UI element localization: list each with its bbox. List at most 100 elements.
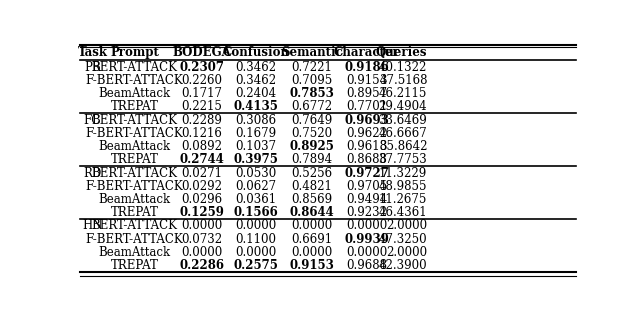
Text: 0.1679: 0.1679 (236, 127, 276, 140)
Text: 0.8925: 0.8925 (290, 140, 335, 153)
Text: 0.2307: 0.2307 (179, 61, 224, 74)
Text: 0.3462: 0.3462 (236, 61, 276, 74)
Text: F-BERT-ATTACK: F-BERT-ATTACK (86, 233, 184, 246)
Text: 0.0627: 0.0627 (236, 180, 276, 193)
Text: 0.9727: 0.9727 (344, 167, 389, 180)
Text: 46.2115: 46.2115 (379, 87, 428, 100)
Text: 0.7701: 0.7701 (346, 100, 387, 114)
Text: 33.6469: 33.6469 (378, 114, 428, 127)
Text: BERT-ATTACK: BERT-ATTACK (92, 219, 177, 232)
Text: 0.0000: 0.0000 (291, 219, 333, 232)
Text: 40.1322: 40.1322 (379, 61, 428, 74)
Text: Confusion: Confusion (223, 45, 289, 59)
Text: BODEGA: BODEGA (172, 45, 231, 59)
Text: F-BERT-ATTACK: F-BERT-ATTACK (86, 74, 184, 87)
Text: 0.8688: 0.8688 (346, 153, 387, 166)
Text: 0.8957: 0.8957 (346, 87, 387, 100)
Text: BeamAttack: BeamAttack (99, 246, 171, 259)
Text: 0.6772: 0.6772 (292, 100, 333, 114)
Text: 0.9186: 0.9186 (344, 61, 389, 74)
Text: 0.9693: 0.9693 (344, 114, 389, 127)
Text: 48.9855: 48.9855 (379, 180, 428, 193)
Text: TREPAT: TREPAT (111, 100, 159, 114)
Text: 0.4135: 0.4135 (234, 100, 278, 114)
Text: 2.0000: 2.0000 (386, 246, 428, 259)
Text: Character: Character (334, 45, 399, 59)
Text: 0.9232: 0.9232 (346, 206, 387, 219)
Text: TREPAT: TREPAT (111, 153, 159, 166)
Text: HN: HN (82, 219, 102, 232)
Text: 0.3462: 0.3462 (236, 74, 276, 87)
Text: F-BERT-ATTACK: F-BERT-ATTACK (86, 127, 184, 140)
Text: 0.9153: 0.9153 (290, 259, 335, 272)
Text: 0.2575: 0.2575 (234, 259, 278, 272)
Text: 0.1037: 0.1037 (236, 140, 276, 153)
Text: 0.1100: 0.1100 (236, 233, 276, 246)
Text: 37.5168: 37.5168 (379, 74, 428, 87)
Text: Task: Task (77, 45, 108, 59)
Text: 0.8644: 0.8644 (290, 206, 335, 219)
Text: RD: RD (83, 167, 102, 180)
Text: 0.7853: 0.7853 (290, 87, 335, 100)
Text: 0.0000: 0.0000 (346, 246, 387, 259)
Text: 0.8569: 0.8569 (292, 193, 333, 206)
Text: 0.2286: 0.2286 (179, 259, 224, 272)
Text: 46.6667: 46.6667 (378, 127, 428, 140)
Text: 0.2744: 0.2744 (179, 153, 224, 166)
Text: 0.3086: 0.3086 (236, 114, 276, 127)
Text: 42.3900: 42.3900 (379, 259, 428, 272)
Text: 35.8642: 35.8642 (379, 140, 428, 153)
Text: FC: FC (84, 114, 101, 127)
Text: 0.0000: 0.0000 (291, 246, 333, 259)
Text: 11.3229: 11.3229 (379, 167, 428, 180)
Text: 0.0000: 0.0000 (181, 246, 222, 259)
Text: 0.6691: 0.6691 (292, 233, 333, 246)
Text: 0.9154: 0.9154 (346, 74, 387, 87)
Text: 0.7221: 0.7221 (292, 61, 333, 74)
Text: 0.0296: 0.0296 (181, 193, 222, 206)
Text: 0.0271: 0.0271 (181, 167, 222, 180)
Text: 0.1717: 0.1717 (181, 87, 222, 100)
Text: 46.4361: 46.4361 (379, 206, 428, 219)
Text: 11.2675: 11.2675 (379, 193, 428, 206)
Text: 0.0292: 0.0292 (181, 180, 222, 193)
Text: 0.2215: 0.2215 (181, 100, 222, 114)
Text: 0.5256: 0.5256 (292, 167, 333, 180)
Text: Prompt: Prompt (110, 45, 159, 59)
Text: 47.3250: 47.3250 (379, 233, 428, 246)
Text: 0.0000: 0.0000 (236, 219, 276, 232)
Text: 0.0892: 0.0892 (181, 140, 222, 153)
Text: BeamAttack: BeamAttack (99, 87, 171, 100)
Text: 29.4904: 29.4904 (379, 100, 428, 114)
Text: 0.0732: 0.0732 (181, 233, 222, 246)
Text: 0.1566: 0.1566 (234, 206, 278, 219)
Text: F-BERT-ATTACK: F-BERT-ATTACK (86, 180, 184, 193)
Text: 0.9939: 0.9939 (344, 233, 389, 246)
Text: 0.7095: 0.7095 (291, 74, 333, 87)
Text: 0.0000: 0.0000 (236, 246, 276, 259)
Text: 0.9618: 0.9618 (346, 140, 387, 153)
Text: TREPAT: TREPAT (111, 259, 159, 272)
Text: 0.2289: 0.2289 (181, 114, 222, 127)
Text: BERT-ATTACK: BERT-ATTACK (92, 61, 177, 74)
Text: 0.9494: 0.9494 (346, 193, 387, 206)
Text: Queries: Queries (376, 45, 428, 59)
Text: 0.0361: 0.0361 (236, 193, 276, 206)
Text: BERT-ATTACK: BERT-ATTACK (92, 114, 177, 127)
Text: 0.0000: 0.0000 (346, 219, 387, 232)
Text: 37.7753: 37.7753 (378, 153, 428, 166)
Text: 0.9622: 0.9622 (346, 127, 387, 140)
Text: 0.1259: 0.1259 (179, 206, 224, 219)
Text: PR: PR (84, 61, 100, 74)
Text: 0.7894: 0.7894 (292, 153, 333, 166)
Text: 0.1216: 0.1216 (181, 127, 222, 140)
Text: 0.0000: 0.0000 (181, 219, 222, 232)
Text: 0.9688: 0.9688 (346, 259, 387, 272)
Text: 0.7520: 0.7520 (292, 127, 333, 140)
Text: 0.4821: 0.4821 (292, 180, 333, 193)
Text: 0.3975: 0.3975 (234, 153, 278, 166)
Text: 0.7649: 0.7649 (291, 114, 333, 127)
Text: BeamAttack: BeamAttack (99, 193, 171, 206)
Text: BERT-ATTACK: BERT-ATTACK (92, 167, 177, 180)
Text: 2.0000: 2.0000 (386, 219, 428, 232)
